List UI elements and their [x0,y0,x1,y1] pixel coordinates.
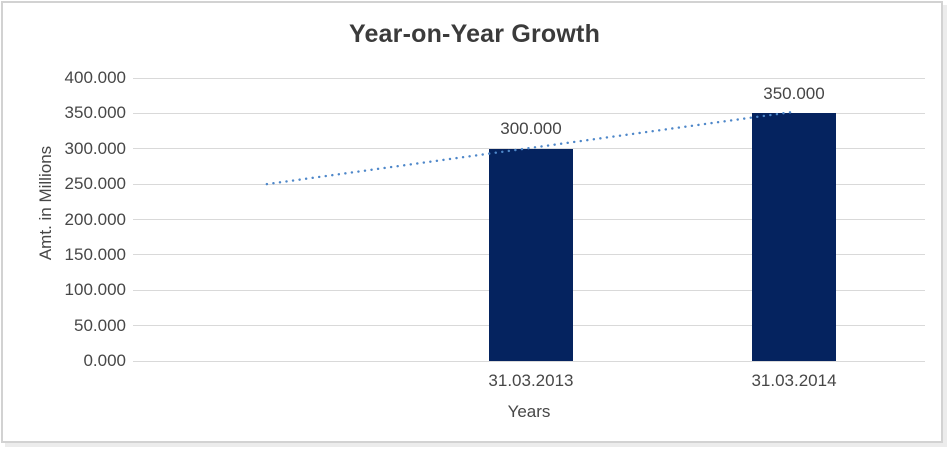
bar [488,148,573,361]
y-axis-title: Amt. in Millions [36,145,55,261]
bar-data-label: 350.000 [763,83,825,103]
x-axis-title: Years [507,402,551,421]
y-tick-label: 150.000 [64,244,126,264]
bar-data-label: 300.000 [500,119,562,139]
y-tick-label: 50.000 [74,315,126,335]
y-tick-label: 300.000 [64,138,126,158]
y-tick-label: 350.000 [64,103,126,123]
y-tick-label: 400.000 [64,68,126,87]
gridline [133,77,925,79]
y-tick-label: 250.000 [64,174,126,194]
x-tick-label: 31.03.2014 [751,371,837,390]
y-tick-label: 100.000 [64,280,126,300]
x-tick-label: 31.03.2013 [488,371,574,390]
y-tick-label: 200.000 [64,209,126,229]
bar [752,113,836,361]
gridline [133,360,925,362]
chart-title: Year-on-Year Growth [348,20,601,48]
y-tick-label: 0.000 [83,351,126,370]
